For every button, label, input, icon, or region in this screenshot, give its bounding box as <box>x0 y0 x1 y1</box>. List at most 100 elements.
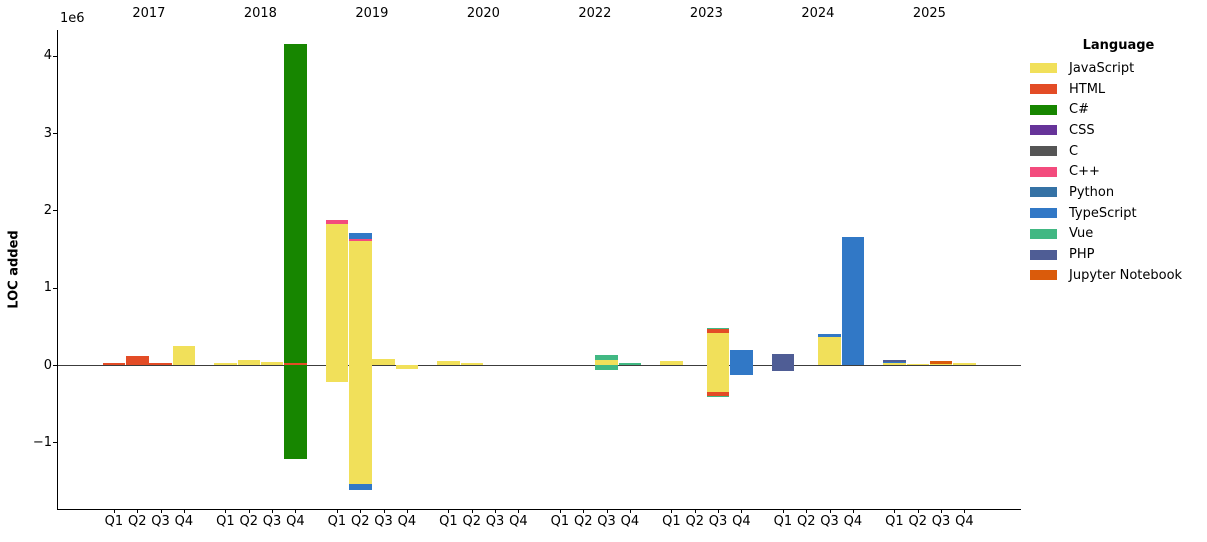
bar-segment-javascript <box>260 361 284 365</box>
x-tick <box>471 509 473 513</box>
legend-row-javascript: JavaScript <box>1030 58 1207 79</box>
legend-label: TypeScript <box>1069 205 1137 221</box>
y-tick <box>53 210 58 212</box>
bar-segment-javascript <box>595 359 618 365</box>
x-tick <box>518 509 520 513</box>
legend-swatch-icon <box>1030 125 1057 136</box>
x-axis-spine <box>58 509 1021 510</box>
year-label-2017: 2017 <box>132 6 166 21</box>
legend-row-jupyter-notebook: Jupyter Notebook <box>1030 265 1207 286</box>
legend-row-vue: Vue <box>1030 224 1207 245</box>
legend-title: Language <box>1082 38 1155 53</box>
legend-swatch-icon <box>1030 208 1057 219</box>
bar-segment-javascript <box>237 360 260 365</box>
bar-segment-javascript <box>818 337 841 365</box>
bar-segment-javascript <box>325 224 349 365</box>
x-tick <box>360 509 362 513</box>
x-tick <box>606 509 608 513</box>
x-tick <box>917 509 919 513</box>
x-tick-label-2023-q3: Q3 <box>708 514 728 529</box>
x-tick <box>295 509 297 513</box>
legend-rows: JavaScript HTML C# CSS C C++ Python TypeScript V… <box>1030 58 1207 286</box>
x-tick <box>248 509 250 513</box>
legend-swatch-icon <box>1030 187 1057 198</box>
bar-segment-c- <box>325 220 349 225</box>
x-tick <box>272 509 274 513</box>
x-tick-label-2020-q3: Q3 <box>485 514 505 529</box>
bar-segment-php <box>883 359 906 362</box>
bar-segment-vue <box>595 365 618 370</box>
bar-segment-javascript <box>460 363 483 365</box>
legend-label: CSS <box>1069 122 1095 138</box>
y-tick <box>53 133 58 135</box>
legend-row-c-: C++ <box>1030 161 1207 182</box>
x-tick-label-2018-q4: Q4 <box>286 514 305 529</box>
bar-segment-javascript <box>395 365 419 369</box>
legend-label: C++ <box>1069 164 1100 180</box>
bar-segment-typescript <box>841 237 865 365</box>
legend-label: Jupyter Notebook <box>1069 267 1183 283</box>
x-tick <box>113 509 115 513</box>
y-tick-label: 1 <box>43 280 52 296</box>
x-tick-label-2020-q4: Q4 <box>509 514 528 529</box>
bar-segment-vue <box>618 363 642 365</box>
legend-label: PHP <box>1069 247 1095 263</box>
bar-segment-typescript <box>349 484 372 491</box>
legend-row-php: PHP <box>1030 244 1207 265</box>
x-tick <box>806 509 808 513</box>
x-tick <box>225 509 227 513</box>
bar-segment-javascript <box>214 362 237 365</box>
legend: Language JavaScript HTML C# CSS C C++ Python Ty… <box>1030 38 1207 286</box>
x-tick-label-2017-q3: Q3 <box>151 514 170 529</box>
bar-segment-php <box>771 354 795 365</box>
y-axis-label: LOC added <box>6 230 22 309</box>
x-tick <box>829 509 831 513</box>
bar-segment-php <box>771 365 795 372</box>
legend-row-typescript: TypeScript <box>1030 203 1207 224</box>
x-tick <box>941 509 943 513</box>
x-tick-label-2023-q1: Q1 <box>662 514 681 529</box>
legend-swatch-icon <box>1030 166 1057 177</box>
y-tick-label: 2 <box>43 202 52 218</box>
x-tick <box>583 509 585 513</box>
bar-segment-typescript <box>349 232 372 240</box>
x-tick-label-2022-q3: Q3 <box>597 514 616 529</box>
legend-swatch-icon <box>1030 249 1057 260</box>
legend-row-c: C <box>1030 141 1207 162</box>
bar-segment-c- <box>284 44 307 364</box>
y-tick <box>53 287 58 289</box>
x-tick-label-2019-q1: Q1 <box>327 514 347 529</box>
x-tick <box>629 509 631 513</box>
legend-label: HTML <box>1069 81 1106 97</box>
x-tick <box>383 509 385 513</box>
legend-row-python: Python <box>1030 182 1207 203</box>
x-tick-label-2024-q1: Q1 <box>773 514 793 529</box>
bar-segment-vue <box>706 395 730 398</box>
x-tick <box>406 509 408 513</box>
y-tick <box>53 442 58 444</box>
bar-segment-javascript <box>372 358 395 365</box>
x-tick <box>694 509 696 513</box>
legend-label: Python <box>1069 184 1115 200</box>
bar-segment-typescript <box>818 334 841 338</box>
zero-line <box>58 365 1021 366</box>
x-tick-label-2018-q2: Q2 <box>239 514 259 529</box>
legend-swatch-icon <box>1030 146 1057 157</box>
x-tick-label-2022-q2: Q2 <box>573 514 593 529</box>
year-label-2018: 2018 <box>243 6 277 21</box>
year-label-2023: 2023 <box>689 6 723 21</box>
bar-segment-html <box>149 363 172 365</box>
legend-row-html: HTML <box>1030 79 1207 100</box>
bar-segment-vue <box>595 354 618 360</box>
x-tick-label-2019-q4: Q4 <box>397 514 417 529</box>
legend-swatch-icon <box>1030 228 1057 239</box>
bar-segment-vue <box>706 327 730 329</box>
bar-segment-javascript <box>883 363 906 365</box>
year-label-2020: 2020 <box>466 6 500 21</box>
x-tick <box>559 509 561 513</box>
bar-segment-typescript <box>730 350 753 365</box>
x-tick-label-2017-q2: Q2 <box>127 514 147 529</box>
x-tick <box>183 509 185 513</box>
bar-segment-c- <box>284 365 307 460</box>
